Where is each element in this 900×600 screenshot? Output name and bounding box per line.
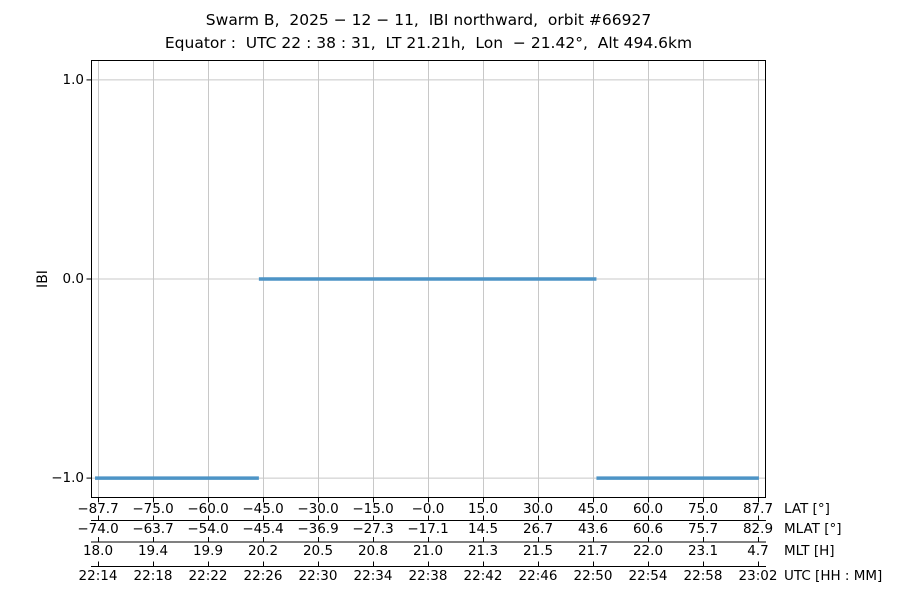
x-tick-label: −36.9 xyxy=(297,521,339,537)
x-tick-label: 75.0 xyxy=(687,501,719,517)
x-tick-label: 19.4 xyxy=(137,543,169,559)
x-axis-name: LAT [°] xyxy=(784,501,830,517)
x-axis-name: MLAT [°] xyxy=(784,521,842,537)
x-tick-label: 22:58 xyxy=(683,568,723,584)
x-tick-label: 21.5 xyxy=(522,543,554,559)
x-tick-label: 15.0 xyxy=(467,501,499,517)
x-tick-label: −54.0 xyxy=(187,521,229,537)
x-tick-label: −30.0 xyxy=(297,501,339,517)
plot-frame xyxy=(91,60,766,498)
x-tick-label: 30.0 xyxy=(522,501,554,517)
y-tick-label: 1.0 xyxy=(62,71,84,88)
x-tick-label: 45.0 xyxy=(577,501,609,517)
x-tick-label: −45.0 xyxy=(242,501,284,517)
x-tick-label: 21.0 xyxy=(412,543,444,559)
x-tick-label: −63.7 xyxy=(132,521,174,537)
x-tick-label: 22:14 xyxy=(78,568,118,584)
chart-subtitle: Equator : UTC 22 : 38 : 31, LT 21.21h, L… xyxy=(164,34,693,52)
x-tick-label: −45.4 xyxy=(242,521,284,537)
x-tick-label: 20.2 xyxy=(247,543,279,559)
x-tick-label: 21.7 xyxy=(577,543,609,559)
y-tick-label: −1.0 xyxy=(51,470,84,487)
x-axis-name: MLT [H] xyxy=(784,543,835,559)
x-tick-label: −60.0 xyxy=(187,501,229,517)
x-tick-label: 19.9 xyxy=(192,543,224,559)
x-tick-label: −0.0 xyxy=(411,501,445,517)
x-tick-label: 26.7 xyxy=(522,521,554,537)
x-tick-label: 22:46 xyxy=(518,568,558,584)
x-tick-label: 60.6 xyxy=(632,521,664,537)
x-tick-label: 22:38 xyxy=(408,568,448,584)
x-tick-label: 60.0 xyxy=(632,501,664,517)
x-tick-label: −27.3 xyxy=(352,521,394,537)
x-tick-label: 4.7 xyxy=(747,543,769,559)
x-tick-label: 22:26 xyxy=(243,568,283,584)
x-tick-label: −15.0 xyxy=(352,501,394,517)
x-axis-name: UTC [HH : MM] xyxy=(784,568,883,584)
x-tick-label: −74.0 xyxy=(77,521,119,537)
x-tick-label: 22:54 xyxy=(628,568,668,584)
x-tick-label: 22:50 xyxy=(573,568,613,584)
x-tick-label: 87.7 xyxy=(742,501,774,517)
x-tick-label: 22:30 xyxy=(298,568,338,584)
x-tick-label: 23.1 xyxy=(687,543,719,559)
x-tick-label: 22:42 xyxy=(463,568,503,584)
x-tick-label: 20.8 xyxy=(357,543,389,559)
x-tick-label: 14.5 xyxy=(467,521,499,537)
x-tick-label: −75.0 xyxy=(132,501,174,517)
x-tick-label: 82.9 xyxy=(742,521,774,537)
x-tick-label: 22:18 xyxy=(133,568,173,584)
x-tick-label: 75.7 xyxy=(687,521,719,537)
x-tick-label: 18.0 xyxy=(82,543,114,559)
x-tick-label: 20.5 xyxy=(302,543,334,559)
x-tick-label: 43.6 xyxy=(577,521,609,537)
x-tick-label: 22:34 xyxy=(353,568,393,584)
x-tick-label: 21.3 xyxy=(467,543,499,559)
chart-title: Swarm B, 2025 − 12 − 11, IBI northward, … xyxy=(205,11,652,29)
x-tick-label: 22:22 xyxy=(188,568,228,584)
y-tick-label: 0.0 xyxy=(62,271,84,287)
x-tick-label: −17.1 xyxy=(407,521,449,537)
x-tick-label: 22.0 xyxy=(632,543,664,559)
x-tick-label: −87.7 xyxy=(77,501,119,517)
x-tick-label: 23:02 xyxy=(738,568,778,584)
